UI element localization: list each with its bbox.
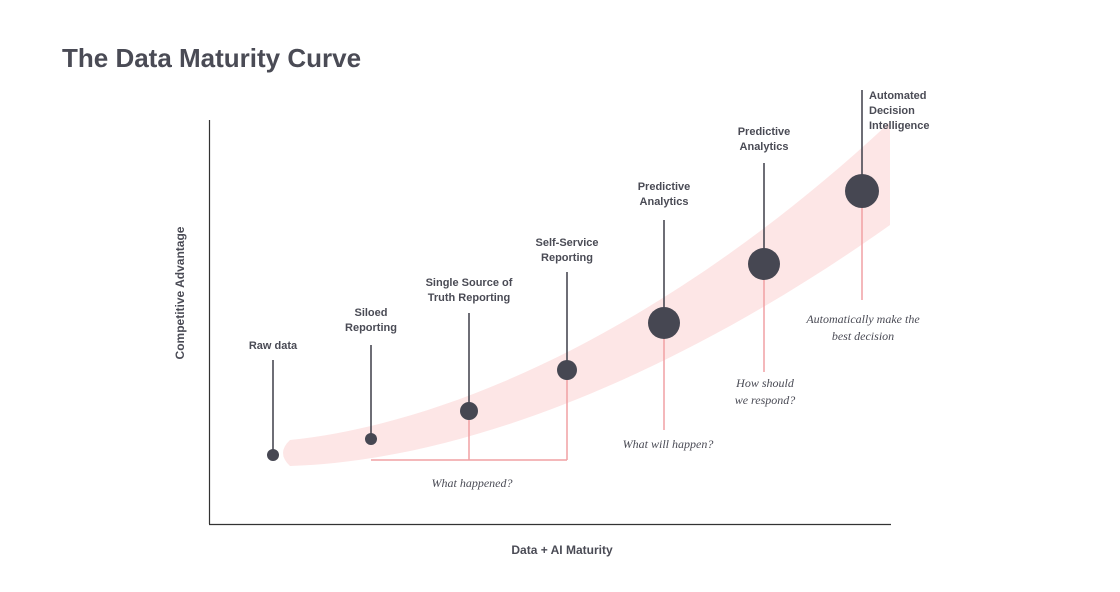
stage-label: Single Source of	[426, 277, 513, 289]
stage-dot	[845, 174, 879, 208]
maturity-band	[283, 122, 890, 466]
stage-label: Reporting	[345, 322, 397, 334]
stage-dot	[460, 402, 478, 420]
x-axis-label: Data + AI Maturity	[511, 543, 613, 557]
annotation: best decision	[832, 329, 894, 343]
stage-dot	[648, 307, 680, 339]
stage-label: Analytics	[740, 141, 789, 153]
stage-label: Reporting	[541, 252, 593, 264]
stage-label: Decision	[869, 105, 915, 117]
stage-label: Raw data	[249, 340, 298, 352]
title: The Data Maturity Curve	[62, 43, 361, 73]
annotation: What will happen?	[623, 437, 714, 451]
stage-label: Analytics	[640, 196, 689, 208]
stage-label: Self-Service	[536, 237, 599, 249]
stage-dot	[267, 449, 279, 461]
stage-dot	[748, 248, 780, 280]
annotation: What happened?	[432, 476, 513, 490]
stage-label: Truth Reporting	[428, 292, 511, 304]
stage-label: Predictive	[738, 126, 791, 138]
annotation: we respond?	[735, 393, 796, 407]
y-axis-label: Competitive Advantage	[173, 226, 187, 359]
stage-label: Predictive	[638, 181, 691, 193]
annotation: Automatically make the	[805, 312, 920, 326]
stage-label: Intelligence	[869, 120, 930, 132]
stage-dot	[365, 433, 377, 445]
stage-label: Automated	[869, 90, 926, 102]
stage-label: Siloed	[354, 307, 387, 319]
annotation: How should	[735, 376, 795, 390]
stage-dot	[557, 360, 577, 380]
